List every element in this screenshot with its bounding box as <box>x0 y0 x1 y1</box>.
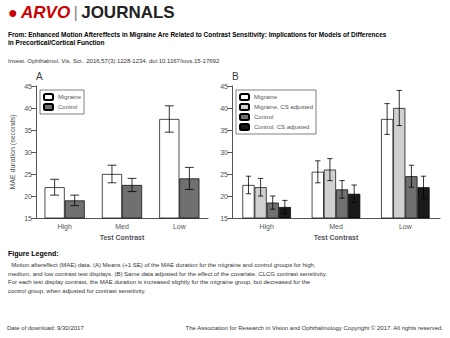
svg-text:25: 25 <box>220 171 228 178</box>
svg-text:JOURNALS: JOURNALS <box>81 3 175 22</box>
svg-text:40: 40 <box>220 105 228 112</box>
svg-text:20: 20 <box>24 193 32 200</box>
svg-text:Test Contrast: Test Contrast <box>100 234 145 241</box>
svg-text:Invest. Ophthalmol. Vis. Sci..: Invest. Ophthalmol. Vis. Sci.. 2016;57(3… <box>8 58 220 64</box>
svg-text:15: 15 <box>24 215 32 222</box>
svg-text:Control: Control <box>254 114 273 120</box>
svg-text:Med: Med <box>115 223 129 230</box>
svg-text:Control: Control <box>58 104 77 110</box>
svg-text:control group, when adjusted f: control group, when adjusted for contras… <box>8 288 146 294</box>
svg-text:in Precortical/Cortical Functi: in Precortical/Cortical Function <box>8 39 104 46</box>
svg-text:B: B <box>232 71 239 82</box>
svg-text:45: 45 <box>220 83 228 90</box>
svg-text:From: Enhanced Motion Aftereff: From: Enhanced Motion Aftereffects in Mi… <box>8 31 387 39</box>
svg-text:A: A <box>36 71 43 82</box>
svg-text:35: 35 <box>24 127 32 134</box>
svg-text:Migraine, CS adjusted: Migraine, CS adjusted <box>254 104 313 110</box>
svg-text:Motion aftereffect (MAE) data.: Motion aftereffect (MAE) data. (A) Means… <box>8 262 316 268</box>
svg-text:Med: Med <box>329 223 343 230</box>
svg-text:Migraine: Migraine <box>58 94 82 100</box>
svg-text:30: 30 <box>24 149 32 156</box>
svg-text:40: 40 <box>24 105 32 112</box>
svg-text:Low: Low <box>173 223 187 230</box>
svg-text:Low: Low <box>399 223 413 230</box>
svg-text:30: 30 <box>220 149 228 156</box>
svg-text:Test Contrast: Test Contrast <box>314 234 359 241</box>
svg-text:medium, and low contrast test: medium, and low contrast test displays. … <box>8 271 327 277</box>
svg-text:Date of download: 9/30/2017: Date of download: 9/30/2017 <box>7 325 84 331</box>
svg-text:High: High <box>259 223 274 231</box>
svg-text:For each test display contrast: For each test display contrast, the MAE … <box>8 279 311 285</box>
svg-text:MAE duration (seconds): MAE duration (seconds) <box>9 114 17 189</box>
svg-text:Migraine: Migraine <box>254 94 278 100</box>
svg-text:Control, CS adjusted: Control, CS adjusted <box>254 124 309 130</box>
svg-text:15: 15 <box>220 215 228 222</box>
svg-text:●: ● <box>8 4 18 21</box>
svg-text:High: High <box>57 223 72 231</box>
svg-text:45: 45 <box>24 83 32 90</box>
svg-text:20: 20 <box>220 193 228 200</box>
svg-text:ARVO: ARVO <box>20 3 70 22</box>
svg-text:35: 35 <box>220 127 228 134</box>
svg-text:25: 25 <box>24 171 32 178</box>
svg-text:The Association for Research i: The Association for Research in Vision a… <box>186 325 444 331</box>
svg-text:Figure Legend:: Figure Legend: <box>8 250 59 258</box>
